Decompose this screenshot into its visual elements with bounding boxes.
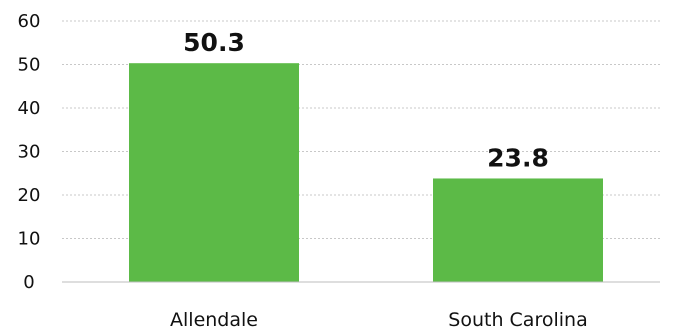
y-tick-label-0: 0 [23,272,34,293]
y-tick-label-60: 60 [18,11,41,32]
x-tick-label-allendale: Allendale [170,309,258,328]
data-label-south-carolina: 23.8 [487,143,549,172]
y-tick-label-40: 40 [18,98,41,119]
y-tick-label-10: 10 [18,229,41,250]
x-tick-label-south-carolina: South Carolina [448,309,587,328]
y-tick-label-20: 20 [18,185,41,206]
y-axis: 0 10 20 30 40 50 60 [18,11,41,293]
y-tick-label-30: 30 [18,142,41,163]
data-labels: 50.3 23.8 [183,28,549,172]
x-axis: Allendale South Carolina [62,281,660,328]
y-tick-label-50: 50 [18,55,41,76]
bars [129,63,603,282]
bar-south-carolina [433,178,603,282]
data-label-allendale: 50.3 [183,28,245,57]
bar-allendale [129,63,299,282]
